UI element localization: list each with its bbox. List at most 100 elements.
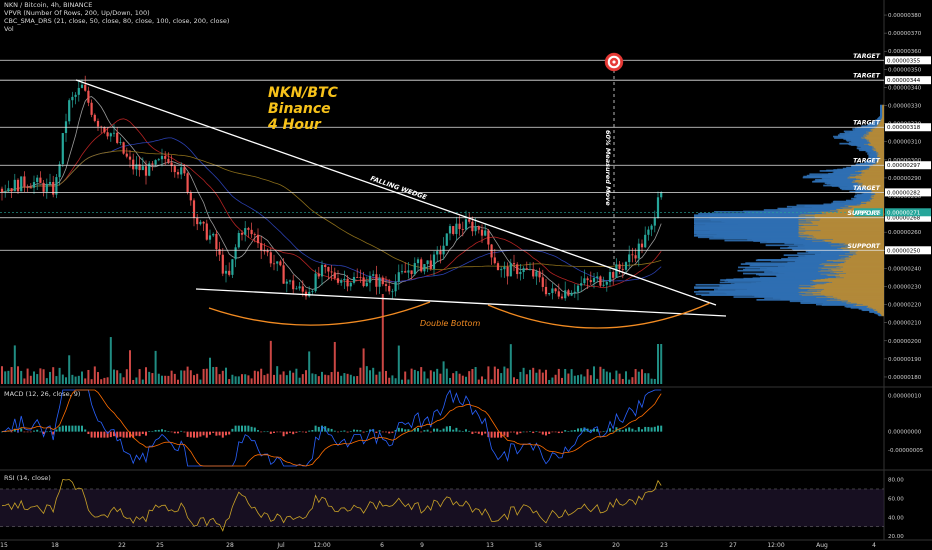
legend-sma[interactable]: CBC_SMA_DRS (21, close, 50, close, 80, c… bbox=[4, 17, 230, 25]
candle-body bbox=[196, 217, 199, 225]
candle-body bbox=[157, 159, 160, 161]
level-tag: TARGET bbox=[853, 185, 881, 192]
volume-bar bbox=[42, 369, 45, 384]
volume-bar bbox=[452, 373, 455, 384]
vpvr-bar bbox=[833, 200, 862, 203]
candle-body bbox=[320, 264, 324, 277]
time-axis[interactable]: 15 18 22 25 28 Jul 12:00 6 9 13 16 20 23 27 12:00 Aug 4 bbox=[0, 542, 876, 549]
volume-bar bbox=[285, 375, 288, 384]
candle-body bbox=[269, 252, 272, 264]
volume-bar bbox=[295, 368, 298, 384]
macd-histogram-bar bbox=[52, 431, 55, 435]
candle-body bbox=[301, 286, 304, 292]
candle-body bbox=[640, 243, 644, 248]
macd-histogram-bar bbox=[225, 431, 227, 436]
volume-bar bbox=[615, 370, 618, 384]
vpvr-bar bbox=[856, 147, 872, 150]
macd-histogram-bar bbox=[58, 426, 61, 432]
volume-bar bbox=[554, 374, 557, 384]
volume-bar bbox=[161, 375, 163, 384]
volume-bar bbox=[45, 378, 48, 384]
candle-body bbox=[250, 229, 253, 235]
macd-histogram-bar bbox=[196, 431, 199, 438]
candle-body bbox=[125, 153, 128, 157]
volume-bar bbox=[65, 377, 67, 384]
volume-bar bbox=[74, 376, 77, 384]
volume-bar bbox=[314, 374, 317, 384]
volume-bar bbox=[385, 370, 387, 384]
macd-histogram-bar bbox=[641, 429, 643, 432]
volume-bar bbox=[660, 344, 663, 384]
candle-body bbox=[260, 243, 263, 251]
volume-bar bbox=[375, 374, 378, 384]
volume-bar bbox=[596, 378, 599, 384]
candle-body bbox=[52, 181, 55, 195]
rsi-y-tick-label: 60.00 bbox=[888, 496, 904, 502]
candle-body bbox=[237, 232, 240, 248]
legend-vpvr[interactable]: VPVR (Number Of Rows, 200, Up/Down, 100) bbox=[4, 9, 150, 17]
volume-bar bbox=[369, 370, 371, 384]
macd-histogram-bar bbox=[436, 428, 439, 432]
volume-bar bbox=[298, 377, 301, 384]
candle-body bbox=[288, 280, 292, 282]
volume-bar bbox=[84, 378, 87, 384]
volume-bar bbox=[10, 367, 13, 384]
volume-bar bbox=[151, 373, 154, 384]
y-tick-label: 0.00000260 bbox=[888, 230, 922, 236]
macd-histogram-bar bbox=[548, 431, 551, 434]
macd-histogram-bar bbox=[81, 425, 83, 432]
macd-histogram-bar bbox=[202, 431, 205, 436]
volume-bar bbox=[269, 340, 272, 384]
macd-histogram-bar bbox=[484, 431, 487, 434]
candle-body bbox=[605, 282, 608, 285]
macd-histogram-bar bbox=[532, 431, 535, 434]
volume-bar bbox=[237, 376, 240, 384]
macd-histogram-bar bbox=[285, 431, 288, 435]
y-tick-label: 0.00000370 bbox=[888, 31, 922, 37]
macd-histogram-bar bbox=[369, 429, 371, 432]
macd-histogram-bar bbox=[545, 431, 547, 436]
volume-bar bbox=[407, 379, 410, 384]
volume-bar bbox=[77, 375, 80, 384]
volume-bar bbox=[209, 357, 211, 384]
macd-histogram-bar bbox=[292, 431, 295, 435]
macd-histogram-bar bbox=[417, 428, 419, 432]
macd-histogram-bar bbox=[445, 426, 448, 432]
macd-histogram-bar bbox=[644, 426, 647, 432]
macd-histogram-bar bbox=[308, 430, 311, 432]
macd-histogram-bar bbox=[228, 431, 231, 435]
macd-histogram-bar bbox=[433, 428, 435, 432]
candle-body bbox=[263, 250, 266, 252]
macd-histogram-bar bbox=[634, 430, 637, 432]
y-tick-label: 0.00000290 bbox=[888, 176, 922, 182]
legend-symbol[interactable]: NKN / Bitcoin, 4h, BINANCE bbox=[4, 1, 93, 9]
candle-body bbox=[400, 271, 404, 273]
candle-body bbox=[199, 221, 202, 225]
macd-histogram-bar bbox=[170, 431, 173, 433]
volume-bar bbox=[247, 375, 250, 384]
vpvr-bar bbox=[843, 130, 866, 133]
candle-body bbox=[135, 164, 138, 170]
candle-body bbox=[71, 96, 74, 101]
double-bottom-label: Double Bottom bbox=[420, 319, 480, 328]
macd-histogram-bar bbox=[260, 431, 263, 433]
macd-histogram-bar bbox=[490, 431, 493, 438]
vpvr-bar bbox=[865, 161, 876, 163]
macd-histogram-bar bbox=[138, 431, 141, 437]
volume-bar bbox=[199, 379, 202, 384]
x-tick-label: 9 bbox=[420, 542, 424, 549]
price-axis[interactable]: 0.00000180 0.00000190 0.00000200 0.00000210… bbox=[854, 13, 931, 381]
y-tick-label: 0.00000380 bbox=[888, 13, 922, 19]
macd-histogram-bar bbox=[394, 430, 397, 432]
legend-vol[interactable]: Vol bbox=[4, 25, 14, 33]
y-tick-label: 0.00000200 bbox=[888, 339, 922, 345]
macd-histogram-bar bbox=[429, 431, 432, 433]
volume-bar bbox=[189, 370, 192, 384]
candle-body bbox=[343, 278, 346, 281]
volume-bar bbox=[420, 367, 423, 384]
x-tick-label: 15 bbox=[0, 542, 8, 549]
macd-histogram-bar bbox=[23, 431, 26, 433]
macd-histogram-bar bbox=[503, 431, 506, 436]
candle-body bbox=[432, 254, 436, 269]
volume-bar bbox=[372, 367, 375, 384]
